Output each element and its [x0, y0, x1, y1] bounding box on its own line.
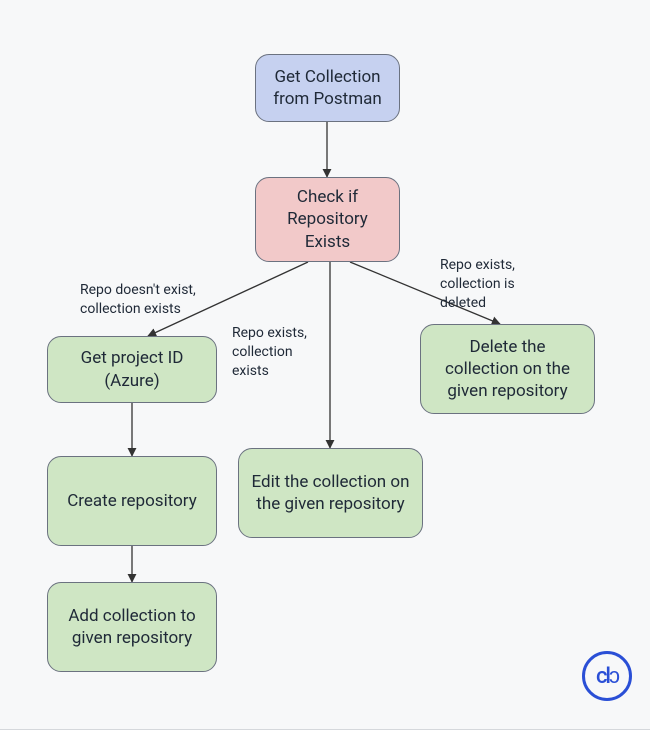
flow-node-n_get_collection: Get Collection from Postman — [255, 54, 400, 122]
edge-label-e3: Repo exists, collection exists — [232, 324, 307, 381]
edge-label-e4: Repo exists, collection is deleted — [440, 256, 515, 313]
flow-node-n_check_repo: Check if Repository Exists — [255, 177, 400, 262]
flow-node-n_create_repo: Create repository — [47, 456, 217, 546]
brand-logo-text: clɔ — [596, 663, 618, 689]
flow-node-n_get_project: Get project ID (Azure) — [47, 336, 217, 403]
flow-node-n_delete_collection: Delete the collection on the given repos… — [420, 324, 595, 414]
flowchart-canvas: Get Collection from Postman Check if Repo… — [0, 0, 650, 730]
flow-node-n_edit_collection: Edit the collection on the given reposit… — [238, 448, 423, 538]
brand-logo-icon: clɔ — [582, 651, 632, 701]
edge-label-e2: Repo doesn't exist, collection exists — [80, 281, 196, 319]
flow-node-n_add_collection: Add collection to given repository — [47, 582, 217, 672]
